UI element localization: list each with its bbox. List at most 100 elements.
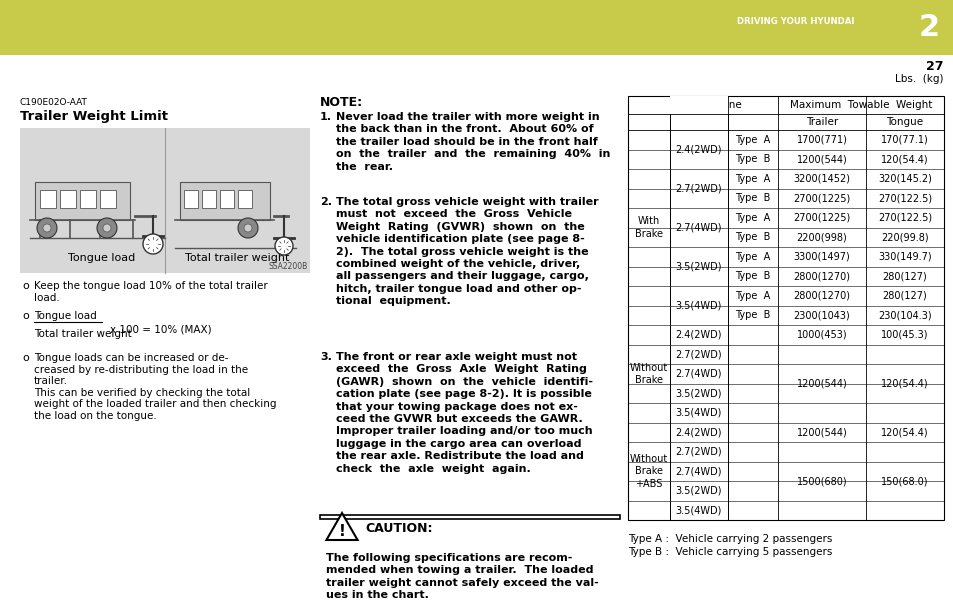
Text: 230(104.3): 230(104.3) <box>878 310 931 320</box>
Text: 3.5(4WD): 3.5(4WD) <box>675 300 721 311</box>
Polygon shape <box>326 513 357 540</box>
Text: o: o <box>22 353 29 363</box>
Text: CAUTION:: CAUTION: <box>365 522 433 536</box>
Text: Type B :  Vehicle carrying 5 passengers: Type B : Vehicle carrying 5 passengers <box>627 547 832 557</box>
Text: 3.5(4WD): 3.5(4WD) <box>675 505 721 515</box>
Text: 1700(771): 1700(771) <box>796 135 846 145</box>
Text: 2.: 2. <box>319 197 332 207</box>
Text: 2800(1270): 2800(1270) <box>793 291 850 301</box>
Text: 3.5(2WD): 3.5(2WD) <box>675 389 721 398</box>
Text: 2700(1225): 2700(1225) <box>793 213 850 223</box>
Text: The front or rear axle weight must not
exceed  the  Gross  Axle  Weight  Rating
: The front or rear axle weight must not e… <box>335 352 593 474</box>
Text: Trailer Weight Limit: Trailer Weight Limit <box>20 110 168 123</box>
Text: 220(99.8): 220(99.8) <box>881 232 928 242</box>
Text: 2300(1043): 2300(1043) <box>793 310 849 320</box>
Text: Type  A: Type A <box>735 291 770 301</box>
Text: Type  B: Type B <box>735 310 770 320</box>
Text: !: ! <box>338 525 345 539</box>
Text: 2200(998): 2200(998) <box>796 232 846 242</box>
Bar <box>180 182 270 220</box>
Text: Total trailer weight: Total trailer weight <box>34 329 132 339</box>
Text: 1.: 1. <box>319 112 332 122</box>
Text: 150(68.0): 150(68.0) <box>881 476 928 486</box>
Text: NOTE:: NOTE: <box>319 96 363 109</box>
Text: 2.7(2WD): 2.7(2WD) <box>675 184 721 193</box>
Text: x 100 = 10% (MAX): x 100 = 10% (MAX) <box>110 325 212 335</box>
Text: 120(54.4): 120(54.4) <box>881 154 928 164</box>
Text: Type  B: Type B <box>735 271 770 282</box>
Text: 330(149.7): 330(149.7) <box>878 252 931 262</box>
Text: Without
Brake: Without Brake <box>629 362 667 385</box>
Text: 100(45.3): 100(45.3) <box>881 330 928 340</box>
Text: 280(127): 280(127) <box>882 271 926 282</box>
Text: 2.7(4WD): 2.7(4WD) <box>675 368 721 379</box>
Text: Without
Brake
+ABS: Without Brake +ABS <box>629 454 667 489</box>
Text: 1200(544): 1200(544) <box>796 154 846 164</box>
Text: 2800(1270): 2800(1270) <box>793 271 850 282</box>
Bar <box>669 96 727 114</box>
Circle shape <box>37 218 57 238</box>
Text: 1200(544): 1200(544) <box>796 427 846 437</box>
Text: 3.5(4WD): 3.5(4WD) <box>675 408 721 418</box>
Text: 3.: 3. <box>319 352 332 362</box>
Text: Lbs.  (kg): Lbs. (kg) <box>895 74 943 84</box>
Circle shape <box>103 224 111 232</box>
Text: SSA2200B: SSA2200B <box>269 262 308 271</box>
Text: 27: 27 <box>925 61 943 74</box>
Text: Trailer: Trailer <box>805 117 838 127</box>
Circle shape <box>244 224 252 232</box>
Text: The following specifications are recom-
mended when towing a trailer.  The loade: The following specifications are recom- … <box>326 553 598 600</box>
Text: 3300(1497): 3300(1497) <box>793 252 849 262</box>
Bar <box>319 515 619 519</box>
Text: Type  A: Type A <box>735 174 770 184</box>
Bar <box>915 55 953 79</box>
Text: Tongue: Tongue <box>885 117 923 127</box>
Text: 1200(544): 1200(544) <box>796 379 846 389</box>
Text: 320(145.2): 320(145.2) <box>877 174 931 184</box>
Bar <box>202 190 215 208</box>
Text: Tongue loads can be increased or de-
creased by re-distributing the load in the
: Tongue loads can be increased or de- cre… <box>34 353 276 421</box>
Circle shape <box>274 237 293 255</box>
Text: 170(77.1): 170(77.1) <box>881 135 928 145</box>
Text: 3200(1452): 3200(1452) <box>793 174 850 184</box>
Bar <box>20 128 310 273</box>
Text: Engine: Engine <box>705 100 741 110</box>
Text: Type  A: Type A <box>735 135 770 145</box>
Text: 3.5(2WD): 3.5(2WD) <box>675 261 721 272</box>
Text: 2.7(4WD): 2.7(4WD) <box>675 223 721 232</box>
Text: 120(54.4): 120(54.4) <box>881 379 928 389</box>
Text: 2.7(2WD): 2.7(2WD) <box>675 349 721 359</box>
Text: 2.4(2WD): 2.4(2WD) <box>675 330 721 340</box>
Text: Tongue load: Tongue load <box>34 311 96 321</box>
Text: Type  B: Type B <box>735 232 770 242</box>
Text: Keep the tongue load 10% of the total trailer
load.: Keep the tongue load 10% of the total tr… <box>34 281 268 303</box>
Text: Total trailer weight: Total trailer weight <box>185 253 289 263</box>
Text: Type  B: Type B <box>735 193 770 203</box>
Text: 280(127): 280(127) <box>882 291 926 301</box>
Text: DRIVING YOUR HYUNDAI: DRIVING YOUR HYUNDAI <box>737 18 854 27</box>
Bar <box>184 190 198 208</box>
Text: 2.7(2WD): 2.7(2WD) <box>675 447 721 457</box>
Text: 1000(453): 1000(453) <box>796 330 846 340</box>
Text: 270(122.5): 270(122.5) <box>877 193 931 203</box>
Bar <box>40 190 56 208</box>
Text: o: o <box>22 281 29 291</box>
Circle shape <box>97 218 117 238</box>
Text: 120(54.4): 120(54.4) <box>881 427 928 437</box>
Text: 2.7(4WD): 2.7(4WD) <box>675 466 721 476</box>
Text: 2: 2 <box>918 13 939 43</box>
Text: Type  B: Type B <box>735 154 770 164</box>
Text: Type A :  Vehicle carrying 2 passengers: Type A : Vehicle carrying 2 passengers <box>627 534 832 544</box>
Text: 270(122.5): 270(122.5) <box>877 213 931 223</box>
Bar <box>627 96 943 520</box>
Text: The total gross vehicle weight with trailer
must  not  exceed  the  Gross  Vehic: The total gross vehicle weight with trai… <box>335 197 598 306</box>
Circle shape <box>237 218 257 238</box>
Text: 3.5(2WD): 3.5(2WD) <box>675 486 721 496</box>
Text: Maximum  Towable  Weight: Maximum Towable Weight <box>789 100 931 110</box>
Text: With
Brake: With Brake <box>635 216 662 239</box>
Text: Tongue load: Tongue load <box>69 253 135 263</box>
Text: Type  A: Type A <box>735 252 770 262</box>
Text: Type  A: Type A <box>735 213 770 223</box>
Text: o: o <box>22 311 29 321</box>
Bar <box>100 190 116 208</box>
